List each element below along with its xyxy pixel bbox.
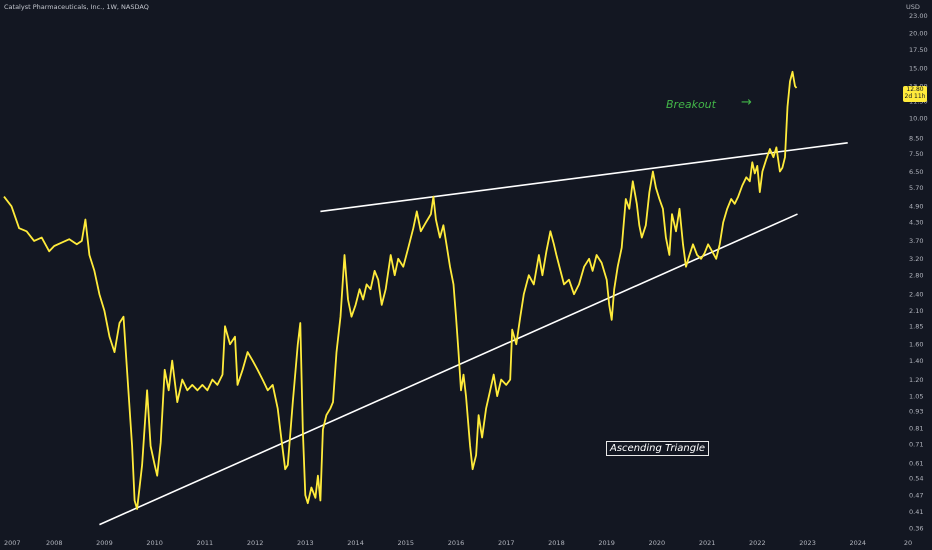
y-tick-label: 3.20 <box>909 255 923 263</box>
y-tick-label: 1.60 <box>909 340 923 348</box>
y-tick-label: 2.40 <box>909 291 923 299</box>
x-tick-label: 2022 <box>749 539 766 547</box>
y-tick-label: 17.50 <box>909 46 928 54</box>
x-tick-label: 2013 <box>297 539 314 547</box>
x-tick-label: 2014 <box>347 539 364 547</box>
y-tick-label: 8.50 <box>909 135 923 143</box>
trendlines[interactable] <box>99 142 848 526</box>
x-tick-label: 2015 <box>398 539 415 547</box>
x-tick-label: 2019 <box>598 539 615 547</box>
x-axis: 2007 2008 2009 2010 2011 2012 2013 2014 2015 2016… <box>4 539 912 547</box>
price-line <box>3 70 798 510</box>
x-tick-label: 2021 <box>699 539 716 547</box>
last-price-tag: 12.80 2d 11h <box>903 86 927 102</box>
pattern-label[interactable]: Ascending Triangle <box>606 441 709 456</box>
x-tick-label: 2012 <box>247 539 264 547</box>
y-tick-label: 0.81 <box>909 424 923 432</box>
x-tick-label: 2024 <box>850 539 867 547</box>
x-tick-label: 20 <box>904 539 912 547</box>
y-tick-label: 5.70 <box>909 184 923 192</box>
y-tick-label: 6.50 <box>909 168 923 176</box>
y-tick-label: 0.41 <box>909 508 923 516</box>
x-tick-label: 2010 <box>146 539 163 547</box>
y-tick-label: 4.90 <box>909 203 923 211</box>
x-tick-label: 2023 <box>799 539 816 547</box>
x-tick-label: 2017 <box>498 539 515 547</box>
x-tick-label: 2007 <box>4 539 21 547</box>
breakout-label[interactable]: Breakout <box>666 98 716 111</box>
y-tick-label: 0.36 <box>909 524 923 532</box>
x-tick-label: 2009 <box>96 539 113 547</box>
chart-title: Catalyst Pharmaceuticals, Inc., 1W, NASD… <box>4 3 149 11</box>
y-tick-label: 0.47 <box>909 491 923 499</box>
y-tick-label: 7.50 <box>909 150 923 158</box>
y-tick-label: 0.71 <box>909 441 923 449</box>
y-tick-label: 23.00 <box>909 12 928 20</box>
y-tick-label: 1.40 <box>909 357 923 365</box>
x-tick-label: 2020 <box>649 539 666 547</box>
y-tick-label: 1.05 <box>909 392 923 400</box>
y-tick-label: 10.00 <box>909 115 928 123</box>
last-price: 12.80 <box>906 86 924 93</box>
y-tick-label: 3.70 <box>909 237 923 245</box>
y-tick-label: 0.93 <box>909 407 923 415</box>
y-tick-label: 4.30 <box>909 219 923 227</box>
y-tick-label: 0.54 <box>909 474 923 482</box>
y-tick-label: 1.20 <box>909 376 923 384</box>
resistance-trendline[interactable] <box>320 142 848 213</box>
y-tick-label: 20.00 <box>909 29 928 37</box>
bar-countdown: 2d 11h <box>904 93 926 100</box>
arrow-right-icon[interactable]: → <box>741 95 752 110</box>
y-tick-label: 0.61 <box>909 459 923 467</box>
x-tick-label: 2016 <box>448 539 465 547</box>
y-tick-label: 1.85 <box>909 323 923 331</box>
y-tick-label: 2.10 <box>909 307 923 315</box>
y-tick-label: 2.80 <box>909 272 923 280</box>
x-tick-label: 2008 <box>46 539 63 547</box>
currency-label: USD <box>906 3 920 11</box>
x-tick-label: 2011 <box>197 539 214 547</box>
y-tick-label: 15.00 <box>909 65 928 73</box>
support-trendline[interactable] <box>99 213 798 526</box>
x-tick-label: 2018 <box>548 539 565 547</box>
